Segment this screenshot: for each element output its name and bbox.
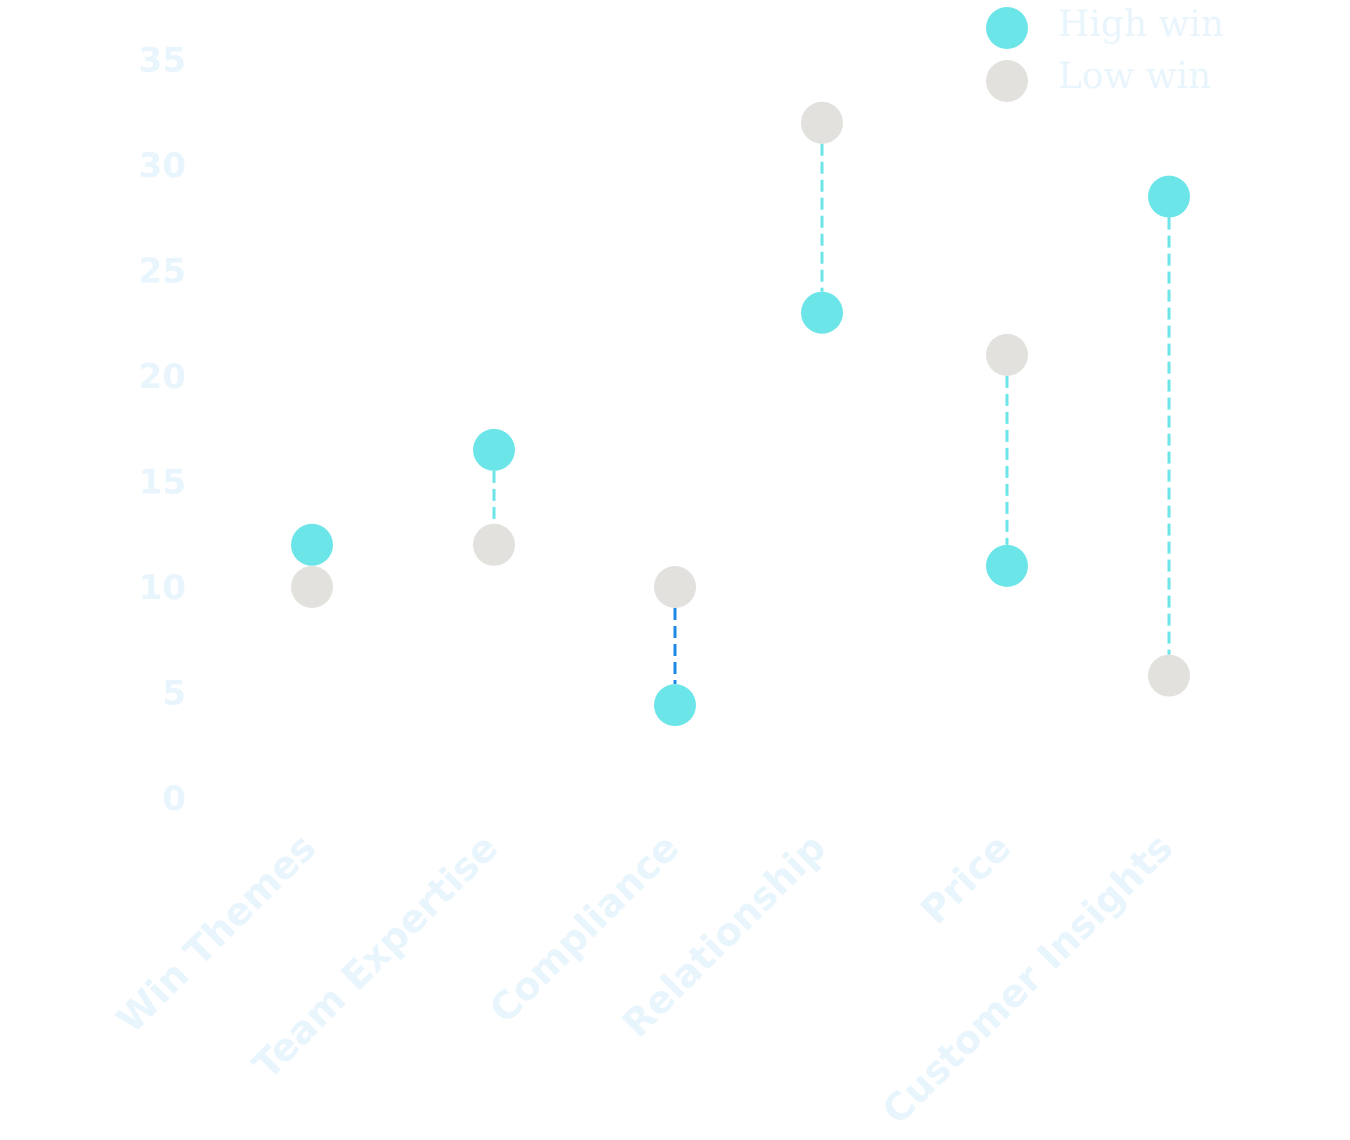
y-tick-label: 0 <box>162 779 186 819</box>
low-win-point <box>801 101 843 144</box>
x-category-label: Price <box>912 825 1019 932</box>
y-tick-label: 5 <box>162 674 186 714</box>
y-tick-label: 20 <box>139 357 186 397</box>
high-win-point <box>986 544 1028 587</box>
legend-high-win-label: High win <box>1058 4 1224 45</box>
y-tick-label: 30 <box>139 146 186 186</box>
low-win-point <box>473 523 515 566</box>
y-tick-label: 25 <box>139 252 186 292</box>
legend-low-win-marker <box>986 60 1028 102</box>
legend-high-win-marker <box>986 7 1028 49</box>
x-category-label: Customer Insights <box>874 825 1182 1133</box>
connector-lines <box>492 143 1171 685</box>
low-win-point <box>986 333 1028 376</box>
data-points <box>291 101 1190 727</box>
y-tick-label: 15 <box>139 463 186 503</box>
high-win-point <box>473 428 515 471</box>
low-win-point <box>291 566 333 608</box>
y-tick-label: 35 <box>139 41 186 81</box>
high-win-point <box>1148 175 1190 218</box>
high-win-point <box>801 291 843 334</box>
legend-low-win-label: Low win <box>1058 56 1211 97</box>
low-win-point <box>654 566 696 608</box>
low-win-point <box>1148 654 1190 697</box>
high-win-point <box>291 523 333 566</box>
y-tick-label: 10 <box>139 568 186 608</box>
high-win-point <box>654 684 696 727</box>
legend: High win Low win <box>986 4 1224 102</box>
y-axis-ticks: 0 5 10 15 20 25 30 35 <box>139 41 186 820</box>
